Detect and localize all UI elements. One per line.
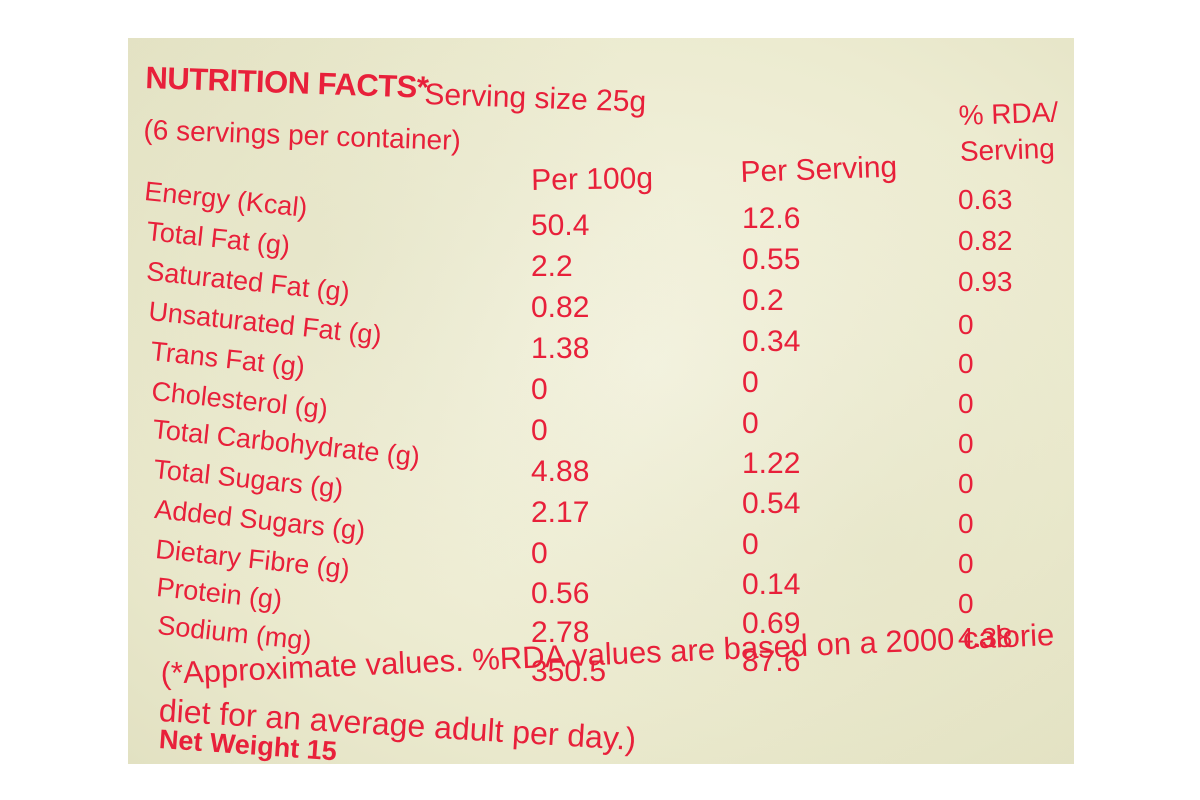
per-100g-value: 2.2 — [531, 250, 573, 283]
per-serving-value: 0 — [742, 407, 759, 440]
per-100g-value: 0.82 — [531, 291, 590, 324]
rda-value: 0.93 — [958, 266, 1013, 297]
nutrient-name: Energy (Kcal) — [143, 176, 309, 223]
per-serving-value: 0.14 — [742, 568, 801, 601]
per-100g-value: 2.78 — [531, 616, 590, 649]
rda-value: 0.82 — [958, 225, 1013, 256]
per-100g-column-header: Per 100g — [530, 161, 654, 197]
rda-value: 0 — [958, 548, 974, 579]
per-serving-column-header: Per Serving — [739, 150, 898, 189]
per-100g-value: 0 — [531, 373, 548, 406]
nutrition-facts-title: NUTRITION FACTS* — [144, 60, 429, 105]
per-serving-value: 87.6 — [742, 645, 801, 678]
per-100g-value: 1.38 — [531, 332, 590, 365]
rda-value: 0 — [958, 508, 974, 539]
per-serving-value: 0.55 — [742, 243, 801, 276]
per-100g-value: 0.56 — [531, 577, 590, 610]
rda-value: 0 — [958, 588, 974, 619]
nutrient-name: Total Fat (g) — [145, 216, 292, 261]
rda-value: 0 — [958, 309, 974, 340]
per-100g-value: 0 — [531, 537, 548, 570]
servings-per-container: (6 servings per container) — [142, 114, 462, 157]
nutrient-name: Trans Fat (g) — [149, 336, 307, 383]
per-100g-value: 0 — [531, 414, 548, 447]
rda-value: 0 — [958, 348, 974, 379]
per-100g-value: 4.88 — [531, 455, 590, 488]
per-serving-value: 0 — [742, 366, 759, 399]
rda-column-header: % RDA/ Serving — [958, 96, 1059, 167]
per-serving-value: 0.34 — [742, 325, 801, 358]
per-serving-value: 12.6 — [742, 202, 801, 235]
per-serving-value: 0.54 — [742, 487, 801, 520]
nutrient-name: Protein (g) — [155, 572, 284, 616]
nutrient-name: Sodium (mg) — [156, 610, 313, 657]
rda-value: 4.38 — [958, 622, 1013, 653]
nutrition-label: NUTRITION FACTS* Serving size 25g (6 ser… — [128, 38, 1074, 764]
rda-value: 0 — [958, 388, 974, 419]
per-serving-value: 0.69 — [742, 607, 801, 640]
per-100g-value: 2.17 — [531, 496, 590, 529]
per-serving-value: 0.2 — [742, 284, 784, 317]
rda-value: 0 — [958, 428, 974, 459]
per-100g-value: 350.5 — [531, 655, 607, 688]
serving-size: Serving size 25g — [423, 78, 647, 119]
per-100g-value: 50.4 — [531, 209, 590, 242]
per-serving-value: 1.22 — [742, 447, 801, 480]
rda-value: 0.63 — [958, 184, 1013, 215]
rda-value: 0 — [958, 468, 974, 499]
per-serving-value: 0 — [742, 528, 759, 561]
